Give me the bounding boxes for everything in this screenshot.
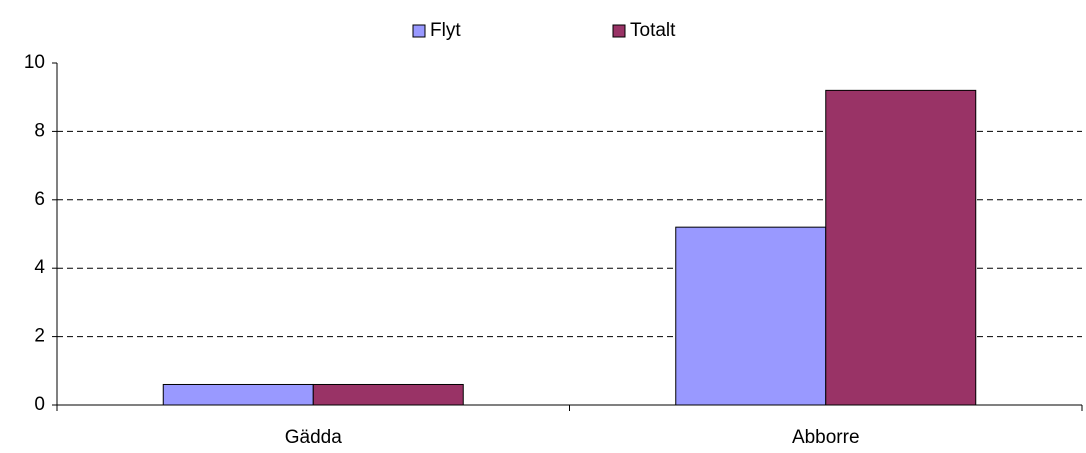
bar <box>312 383 464 406</box>
y-tick-label: 8 <box>34 120 45 141</box>
y-tick-label: 10 <box>24 52 45 73</box>
y-tick-label: 4 <box>34 257 45 278</box>
y-tick-label: 0 <box>34 394 45 415</box>
legend-label: Flyt <box>430 20 461 41</box>
x-tick-label: Gädda <box>285 427 342 448</box>
legend-label: Totalt <box>630 20 676 41</box>
bar <box>675 226 827 406</box>
bar <box>162 383 314 406</box>
legend-swatch <box>412 24 426 38</box>
bar <box>825 89 977 406</box>
x-tick-label: Abborre <box>792 427 860 448</box>
legend-swatch <box>612 24 626 38</box>
y-tick-label: 2 <box>34 326 45 347</box>
y-tick-label: 6 <box>34 189 45 210</box>
